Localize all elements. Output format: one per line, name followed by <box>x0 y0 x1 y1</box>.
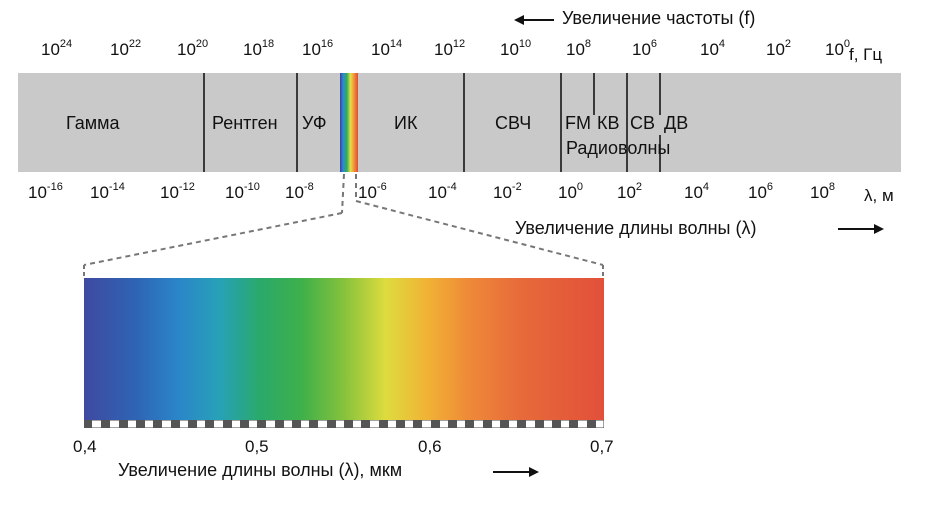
wavelength-direction-label: Увеличение длины волны (λ) <box>515 218 757 238</box>
visible-tick: 0,6 <box>418 437 442 456</box>
divider-gamma-xray <box>203 73 205 172</box>
divider-mw-lw <box>659 73 661 115</box>
region-fm: FM <box>565 113 591 133</box>
divider-lw-bottom <box>659 135 661 172</box>
wavelength-tick: 10-6 <box>358 181 387 202</box>
region-mw: СВ <box>630 113 656 133</box>
freq-tick: 102 <box>766 38 792 59</box>
visible-tick: 0,7 <box>590 437 614 456</box>
freq-tick: 1018 <box>243 38 275 59</box>
divider-xray-uv <box>296 73 298 172</box>
divider-sw-mw <box>626 73 628 172</box>
freq-tick: 104 <box>700 38 726 59</box>
region-uv: УФ <box>302 113 327 133</box>
wavelength-tick: 10-8 <box>285 181 314 202</box>
wavelength-tick: 10-4 <box>428 181 457 202</box>
visible-spectrum-detail <box>84 278 604 420</box>
wavelength-ruler <box>84 420 604 428</box>
wavelength-tick: 10-10 <box>225 181 260 202</box>
freq-tick: 1014 <box>371 38 403 59</box>
visible-tick: 0,4 <box>73 437 97 456</box>
wavelength-tick: 10-2 <box>493 181 522 202</box>
freq-tick: 100 <box>825 38 851 59</box>
freq-tick: 106 <box>632 38 658 59</box>
visible-tick: 0,5 <box>245 437 269 456</box>
freq-tick: 108 <box>566 38 592 59</box>
arrow-left-icon <box>514 15 554 25</box>
wavelength-tick: 102 <box>617 181 643 202</box>
wavelength-tick: 10-16 <box>28 181 63 202</box>
wavelength-tick: 108 <box>810 181 836 202</box>
wavelength-tick: 100 <box>558 181 584 202</box>
divider-fm-sw <box>593 73 595 115</box>
freq-tick: 1016 <box>302 38 334 59</box>
wavelength-tick: 106 <box>748 181 774 202</box>
freq-tick: 1024 <box>41 38 73 59</box>
region-lw: ДВ <box>664 113 689 133</box>
region-sw: КВ <box>597 113 620 133</box>
region-microwave: СВЧ <box>495 113 532 133</box>
freq-unit: f, Гц <box>849 45 883 64</box>
freq-tick: 1022 <box>110 38 142 59</box>
region-radio: Радиоволны <box>566 138 671 158</box>
divider-ir-microwave <box>463 73 465 172</box>
freq-tick: 1010 <box>500 38 532 59</box>
visible-axis-label: Увеличение длины волны (λ), мкм <box>118 460 403 480</box>
region-gamma: Гамма <box>66 113 120 133</box>
spectrum-band <box>18 73 901 172</box>
freq-tick: 1020 <box>177 38 209 59</box>
region-ir: ИК <box>394 113 418 133</box>
arrow-right-icon <box>838 224 884 234</box>
wavelength-tick: 10-12 <box>160 181 195 202</box>
wavelength-tick: 10-14 <box>90 181 125 202</box>
arrow-right-icon <box>493 467 539 477</box>
divider-microwave-fm <box>560 73 562 172</box>
frequency-direction-label: Увеличение частоты (f) <box>562 8 756 28</box>
wavelength-tick: 104 <box>684 181 710 202</box>
visible-spectrum-strip <box>340 73 358 172</box>
region-xray: Рентген <box>212 113 278 133</box>
freq-tick: 1012 <box>434 38 466 59</box>
wavelength-unit: λ, м <box>864 186 894 205</box>
